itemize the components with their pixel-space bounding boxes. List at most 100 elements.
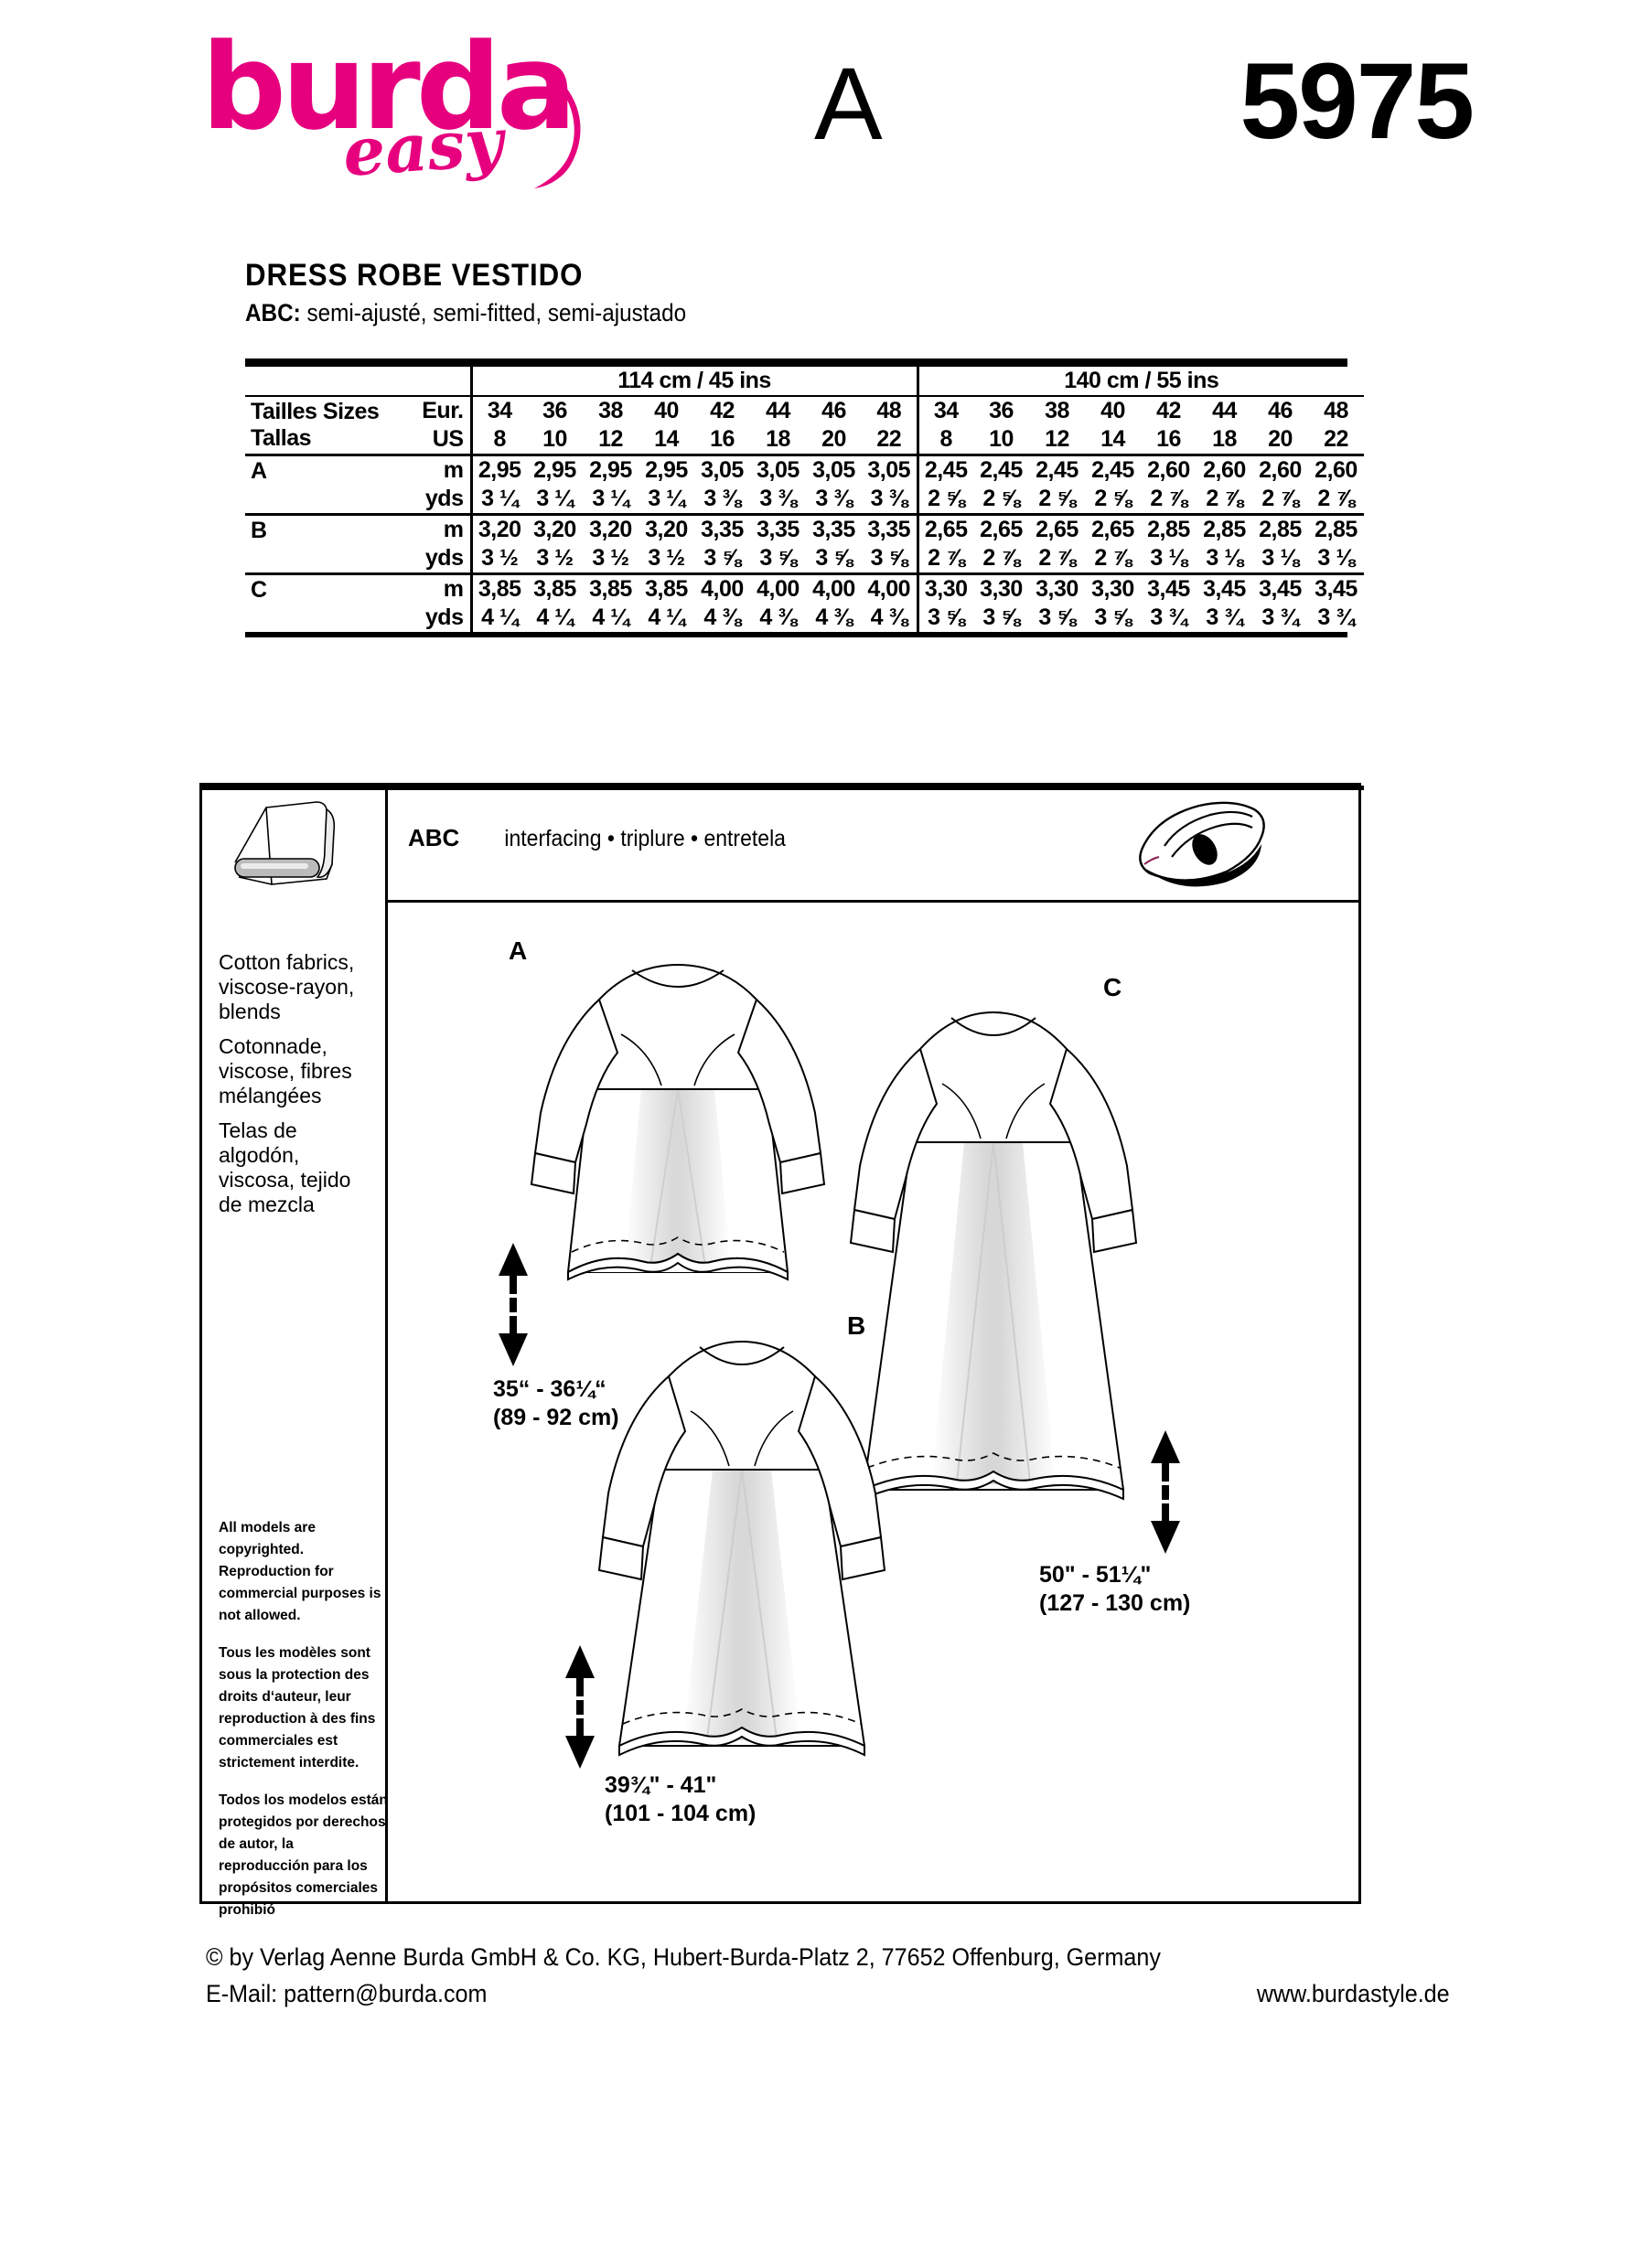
size-cell: 34 [916,395,973,425]
measurement-b-cm: (101 - 104 cm) [605,1800,757,1826]
size-cell: 14 [1100,426,1125,452]
size-cell: 44 [750,395,806,425]
yardage-cell: 2,45 [1029,454,1085,485]
yardage-cell: 2 ⅞ [1317,486,1355,511]
yardage-cell: 3,45 [1141,572,1197,604]
yardage-cell: 2,85 [1252,513,1308,544]
yardage-cell: 3 ¾ [1317,604,1355,630]
yardage-cell: 3 ⅝ [703,545,741,571]
yardage-cell: 3,30 [1085,572,1141,604]
yardage-cell: 2 ⅞ [916,544,973,574]
yardage-cell: 3 ⅜ [870,486,908,511]
pattern-number: 5975 [1240,41,1475,162]
yardage-cell: 3,45 [1197,572,1252,604]
table-row-sizes-us: US 8 10 12 14 16 18 20 22 8 10 12 14 16 … [245,425,1364,455]
yardage-cell: 3,35 [806,513,862,544]
measurement-b: 39¾" - 41" (101 - 104 cm) [605,1771,756,1827]
yardage-cell: 3,85 [583,572,639,604]
yardage-cell: 3 ⅝ [916,604,973,632]
yardage-cell: 3 ⅛ [1206,545,1243,571]
unit-meters: m [421,513,473,544]
yardage-cell: 2 ⅞ [1038,545,1076,571]
yardage-cell: 2 ⅝ [1038,486,1076,511]
fit-description: ABC: semi-ajusté, semi-fitted, semi-ajus… [245,299,1233,327]
yardage-cell: 3,85 [527,572,583,604]
yardage-cell: 4 ¼ [469,604,527,632]
unit-yards: yds [421,544,473,574]
yardage-cell: 2,60 [1308,454,1365,485]
view-letter: A [814,47,883,161]
size-cell: 12 [1045,426,1069,452]
yardage-cell: 3 ⅛ [1261,545,1299,571]
size-cell: 48 [862,395,918,425]
yardage-cell: 2,95 [639,454,694,485]
size-cell: 22 [1324,426,1348,452]
yardage-cell: 3 ¾ [1150,604,1187,630]
yardage-cell: 2,95 [469,454,527,485]
panel-vertical-divider [385,786,388,1901]
size-cell: 40 [639,395,694,425]
yardage-cell: 3 ¼ [592,486,629,511]
size-cell: 8 [916,425,973,455]
table-row: yds 3 ¼ 3 ¼ 3 ¼ 3 ¼ 3 ⅜ 3 ⅜ 3 ⅜ 3 ⅜ 2 ⅝ … [245,485,1364,515]
fabric-recommendation-fr: Cotonnade, viscose, fibres mélangées [219,1034,352,1108]
yardage-cell: 3,05 [750,454,806,485]
view-label: B [245,513,421,574]
yardage-cell: 2,60 [1197,454,1252,485]
length-arrow-b [565,1645,595,1769]
yardage-cell: 3,30 [916,572,973,604]
unit-meters: m [421,454,473,485]
yardage-cell: 3,30 [1029,572,1085,604]
footer-contact-row: E-Mail: pattern@burda.com www.burdastyle… [206,1980,1450,2008]
size-cell: 18 [1212,426,1237,452]
yardage-cell: 3,05 [694,454,750,485]
footer-copyright: © by Verlag Aenne Burda GmbH & Co. KG, H… [206,1943,1161,1971]
yardage-cell: 3 ⅝ [815,545,853,571]
yardage-cell: 3,20 [469,513,527,544]
yardage-cell: 4 ¼ [592,604,629,630]
yardage-cell: 3 ½ [648,545,685,571]
burda-logo: burda easy [201,27,585,191]
footer-email[interactable]: E-Mail: pattern@burda.com [206,1980,488,2007]
yardage-cell: 2,85 [1141,513,1197,544]
yardage-cell: 3 ¾ [1261,604,1299,630]
size-cell: 34 [469,395,527,425]
yardage-cell: 3,05 [862,454,918,485]
measurement-c-cm: (127 - 130 cm) [1039,1589,1191,1616]
yardage-cell: 3,45 [1308,572,1365,604]
yardage-cell: 3 ⅜ [759,486,797,511]
yardage-cell: 2,65 [973,513,1029,544]
yardage-cell: 3,20 [527,513,583,544]
yardage-cell: 4 ⅜ [759,604,797,630]
copyright-en: All models are copyrighted. Reproduction… [219,1520,381,1624]
table-row: yds 4 ¼ 4 ¼ 4 ¼ 4 ¼ 4 ⅜ 4 ⅜ 4 ⅜ 4 ⅜ 3 ⅝ … [245,604,1364,632]
yardage-cell: 3 ½ [536,545,574,571]
view-tag-c: C [1103,973,1122,1001]
unit-yards: yds [421,485,473,515]
size-cell: 42 [1141,395,1197,425]
size-cell: 16 [710,426,735,452]
copyright-es: Todos los modelos están protegidos por d… [219,1792,388,1919]
size-cell: 36 [973,395,1029,425]
size-cell: 42 [694,395,750,425]
copyright-fr: Tous les modèles sont sous la protection… [219,1645,376,1771]
yardage-cell: 3,45 [1252,572,1308,604]
yardage-cell: 3 ⅛ [1150,545,1187,571]
table-top-rule [245,358,1347,367]
fit-text: semi-ajusté, semi-fitted, semi-ajustado [300,299,687,326]
yardage-cell: 2 ⅞ [1150,486,1187,511]
measurement-a-cm: (89 - 92 cm) [493,1404,619,1430]
spacer-cell [421,367,473,396]
yardage-cell: 3,35 [694,513,750,544]
table-row: C m 3,85 3,85 3,85 3,85 4,00 4,00 4,00 4… [245,572,1365,632]
notions-views: ABC [408,824,460,851]
unit-eur: Eur. [421,395,473,425]
fabric-bolt-icon [234,801,336,885]
size-cell: 22 [876,426,902,452]
measurement-a-inches: 35“ - 36¼“ [493,1376,606,1402]
illustration-panel: ABC interfacing • triplure • entretela Co… [199,783,1364,1918]
size-cell: 10 [542,426,567,452]
size-cell: 16 [1156,426,1181,452]
yardage-cell: 2,65 [916,513,973,544]
footer-website[interactable]: www.burdastyle.de [1257,1980,1450,2007]
